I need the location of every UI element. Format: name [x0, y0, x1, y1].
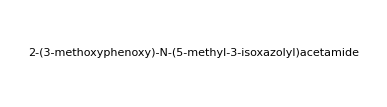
Text: 2-(3-methoxyphenoxy)-N-(5-methyl-3-isoxazolyl)acetamide: 2-(3-methoxyphenoxy)-N-(5-methyl-3-isoxa… [28, 48, 359, 59]
